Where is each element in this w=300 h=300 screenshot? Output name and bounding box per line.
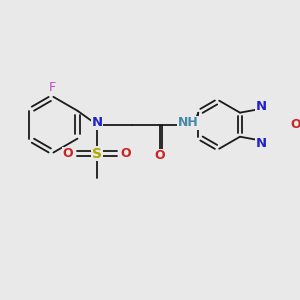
Text: O: O [121, 147, 131, 160]
Text: O: O [291, 118, 300, 131]
Text: N: N [256, 100, 267, 113]
Text: S: S [92, 147, 102, 161]
Text: NH: NH [178, 116, 199, 129]
Text: N: N [256, 136, 267, 149]
Text: O: O [62, 147, 73, 160]
Text: F: F [49, 82, 56, 94]
Text: N: N [92, 116, 103, 129]
Text: O: O [154, 149, 165, 162]
